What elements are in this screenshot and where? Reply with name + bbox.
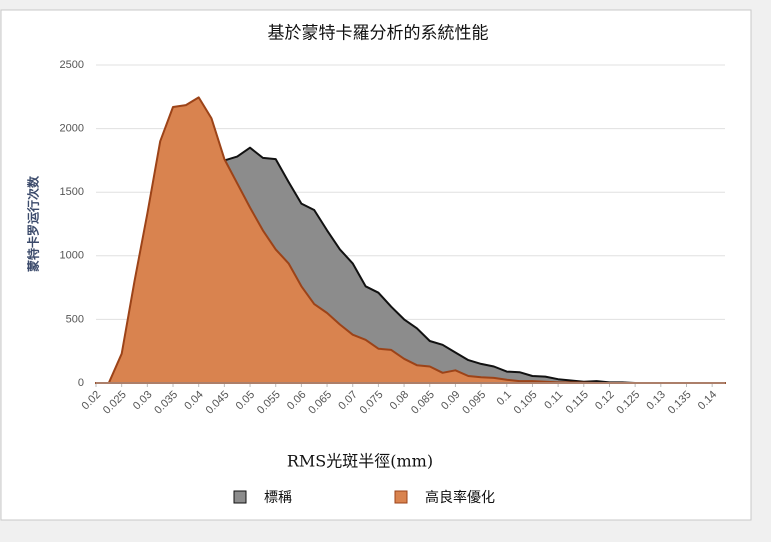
- legend-swatch: [394, 490, 408, 504]
- x-axis-title: RMS光斑半徑(mm): [287, 452, 433, 471]
- chart-frame: [0, 9, 752, 521]
- y-tick-label: 2000: [60, 123, 84, 135]
- y-axis-title: 蒙特卡罗运行次数: [26, 175, 41, 272]
- legend-swatch: [233, 490, 247, 504]
- y-tick-label: 2500: [60, 59, 84, 71]
- y-tick-label: 0: [78, 377, 84, 389]
- chart-title: 基於蒙特卡羅分析的系統性能: [268, 24, 489, 44]
- y-tick-label: 1500: [60, 186, 84, 198]
- y-tick-label: 1000: [60, 250, 84, 262]
- y-tick-label: 500: [66, 313, 84, 325]
- legend-label: 標稱: [264, 490, 292, 506]
- legend-label: 高良率優化: [425, 489, 495, 506]
